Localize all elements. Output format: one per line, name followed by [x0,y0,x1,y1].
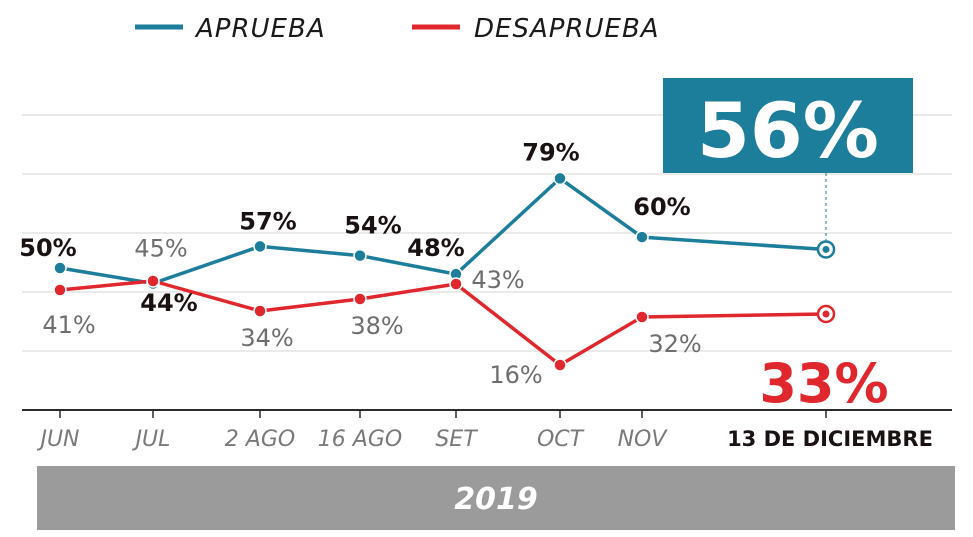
data-labels: 50% 45% 57% 54%48% 79% 60% 41% 44% 34% 38% 43% 16% 3… [19,138,701,389]
data-label-aprueba: 79% [522,138,579,166]
data-point-aprueba [353,248,367,263]
year-band [37,466,955,530]
data-label-aprueba: 50% [19,234,76,262]
data-label-desaprueba: 43% [471,266,524,294]
x-tick-label: 2 AGO [225,427,295,452]
data-point-desaprueba [353,292,367,306]
x-tick-label: 13 DE DICIEMBRE [727,427,933,451]
data-label-desaprueba: 16% [489,361,542,389]
x-tick-label: OCT [537,427,585,452]
series-line-desaprueba [59,279,827,367]
data-label-aprueba: 45% [134,234,187,262]
data-point-aprueba [53,261,67,275]
series-lines [59,176,827,367]
x-tick-label: JUL [132,427,171,452]
data-label-aprueba: 57% [239,207,296,235]
legend-label-aprueba: APRUEBA [194,14,326,44]
x-axis: JUN JUL 2 AGO 16 AGO SET OCT NOV 13 DE DICIEMBR… [22,409,952,452]
x-tick-label: SET [435,427,478,452]
series-line-aprueba [59,176,827,286]
callout-aprueba-box [663,78,913,173]
data-point-desaprueba [253,304,267,318]
data-point-desaprueba [53,283,67,297]
data-point-aprueba [553,171,567,186]
data-label-desaprueba: 34% [240,324,293,352]
x-tick-label: 16 AGO [318,427,402,452]
data-points [53,171,836,372]
x-tick-label: NOV [618,427,669,452]
data-point-center [822,245,830,253]
data-label-aprueba: 54% [344,212,401,240]
data-point-desaprueba [635,310,649,324]
data-label-desaprueba: 41% [42,311,95,339]
data-point-aprueba [253,239,267,254]
data-label-desaprueba: 38% [350,312,403,340]
legend-label-desaprueba: DESAPRUEBA [474,14,660,44]
callouts: 56% 33% [663,78,913,415]
year-label: 2019 [454,482,538,517]
data-label-desaprueba: 32% [648,330,701,358]
data-point-center [822,310,830,318]
data-point-desaprueba [553,358,567,372]
x-tick-label: JUN [36,427,79,452]
data-point-aprueba [635,230,649,244]
data-point-desaprueba [449,277,463,291]
legend: APRUEBA DESAPRUEBA [135,14,660,44]
year-bar: 2019 [37,466,955,530]
callout-aprueba-value: 56% [697,86,879,175]
data-label-aprueba: 48% [407,234,464,262]
callout-desaprueba-value: 33% [759,352,888,415]
data-point-desaprueba [146,274,160,288]
data-label-aprueba: 60% [633,193,690,221]
data-label-desaprueba: 44% [140,289,197,317]
